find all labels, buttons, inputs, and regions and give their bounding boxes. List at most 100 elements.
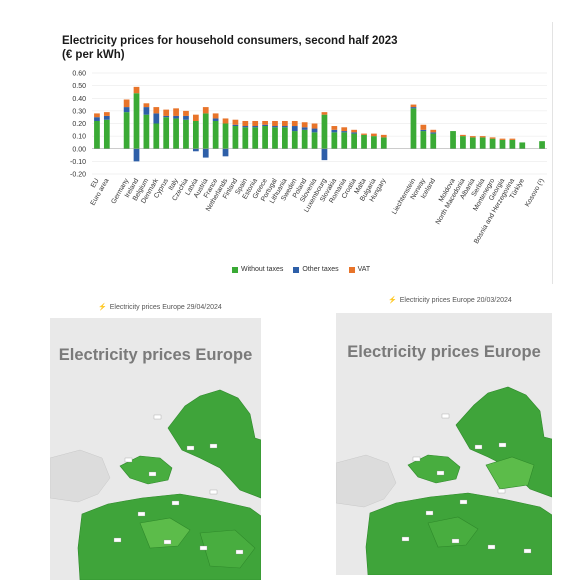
bar-segment-vat — [371, 133, 377, 137]
bar-segment-other-taxes — [202, 148, 209, 158]
bar-segment-vat — [509, 138, 516, 140]
bar-segment-without-taxes — [509, 139, 516, 149]
legend-swatch-icon — [232, 266, 238, 273]
bar-segment-without-taxes — [311, 132, 318, 149]
bar-segment-vat — [212, 113, 219, 119]
bar-segment-without-taxes — [232, 126, 239, 149]
bar-segment-other-taxes — [311, 128, 318, 133]
bar-segment-without-taxes — [351, 133, 357, 149]
chart-legend: Without taxes Other taxes VAT — [232, 266, 370, 273]
bar-segment-other-taxes — [410, 107, 417, 109]
bar-segment-without-taxes — [410, 108, 417, 149]
bar-segment-without-taxes — [321, 114, 328, 149]
bar-segment-other-taxes — [252, 126, 259, 128]
bar-segment-vat — [460, 134, 466, 137]
map-heading: Electricity prices Europe — [347, 343, 541, 361]
legend-item-vat: VAT — [348, 266, 371, 273]
bar-segment-without-taxes — [163, 117, 170, 149]
legend-label: VAT — [357, 266, 371, 273]
y-tick-label: 0.40 — [72, 96, 86, 103]
bar-segment-without-taxes — [420, 131, 427, 149]
bar-segment-without-taxes — [450, 131, 456, 149]
bar-chart: 0.60 0.50 0.40 0.30 0.20 0.10 0.00 -0.10 -0.20 EU… — [70, 71, 547, 245]
bar-segment-vat — [103, 112, 110, 116]
bar-segment-vat — [94, 113, 100, 118]
bar-segment-other-taxes — [232, 124, 239, 127]
bar-segment-other-taxes — [242, 126, 249, 128]
bar-segment-without-taxes — [103, 119, 110, 149]
bar-segment-without-taxes — [192, 120, 199, 149]
x-tick-label: EU — [90, 177, 101, 189]
bar-segment-without-taxes — [222, 123, 229, 149]
legend-swatch-icon — [348, 266, 355, 273]
bar-segment-vat — [163, 109, 170, 116]
chart-title-line: Electricity prices for household consume… — [62, 35, 398, 47]
bar-segment-vat — [311, 123, 318, 129]
bar-segment-without-taxes — [153, 123, 160, 149]
bar-segment-without-taxes — [202, 113, 209, 149]
bar-segment-other-taxes — [163, 115, 170, 118]
bar-segment-vat — [133, 86, 140, 94]
bar-segment-other-taxes — [222, 148, 229, 157]
bar-segment-other-taxes — [351, 132, 357, 134]
bar-segment-other-taxes — [282, 126, 288, 128]
bar-segment-vat — [153, 107, 160, 114]
map-card-2: Electricity prices Europe — [336, 313, 552, 575]
bar-segment-other-taxes — [321, 148, 328, 161]
bar-segment-vat — [242, 120, 249, 127]
lightning-icon: ⚡ — [98, 304, 107, 311]
bar-segment-without-taxes — [489, 138, 496, 149]
bar-segment-vat — [143, 103, 150, 108]
europe-map — [50, 389, 261, 580]
bar-segment-vat — [469, 136, 476, 138]
bar-segment-other-taxes — [341, 131, 348, 133]
bar-segment-without-taxes — [499, 139, 506, 149]
bar-segment-vat — [232, 119, 239, 125]
bar-segment-vat — [479, 136, 486, 138]
bar-segment-other-taxes — [133, 148, 140, 162]
bar-segment-other-taxes — [123, 107, 130, 113]
bar-segment-without-taxes — [94, 120, 100, 149]
bar-segment-without-taxes — [361, 134, 367, 149]
bar-segment-vat — [192, 114, 199, 121]
bar-segment-other-taxes — [430, 132, 437, 134]
legend-label: Other taxes — [302, 266, 339, 273]
bar-segment-other-taxes — [212, 118, 219, 121]
legend-item-other-taxes: Other taxes — [293, 266, 339, 273]
bar-segment-without-taxes — [380, 137, 387, 149]
bar-segment-vat — [123, 99, 130, 108]
bar-segment-vat — [341, 127, 348, 132]
lightning-icon: ⚡ — [388, 297, 397, 304]
x-tick-label: Kosovo (¹) — [524, 178, 546, 209]
bar-segment-without-taxes — [143, 114, 150, 149]
bar-segment-without-taxes — [460, 136, 466, 149]
y-tick-label: 0.10 — [72, 134, 86, 141]
bar-segment-without-taxes — [282, 127, 288, 149]
bar-segment-vat — [361, 133, 367, 135]
bar-segment-without-taxes — [430, 133, 437, 149]
bar-segment-vat — [173, 108, 179, 116]
y-tick-label: 0.20 — [72, 121, 86, 128]
map-land-gray — [50, 449, 111, 503]
legend-swatch-icon — [293, 266, 300, 273]
y-tick-label: 0.00 — [72, 146, 86, 153]
legend-item-without-taxes: Without taxes — [232, 266, 283, 273]
bar-segment-without-taxes — [341, 132, 348, 149]
map-caption-text: Electricity prices Europe 29/04/2024 — [109, 304, 222, 311]
bar-segment-other-taxes — [420, 129, 427, 132]
bar-segment-other-taxes — [183, 115, 189, 120]
y-tick-label: -0.20 — [70, 172, 86, 179]
map-caption-text: Electricity prices Europe 20/03/2024 — [399, 297, 512, 304]
bar-segment-vat — [410, 104, 417, 108]
bar-segment-other-taxes — [94, 117, 100, 121]
bar-segment-without-taxes — [212, 120, 219, 149]
bar-segment-vat — [499, 138, 506, 140]
map-flag-markers — [113, 414, 244, 555]
bar-segment-vat — [282, 120, 288, 127]
bar-segment-without-taxes — [519, 142, 526, 149]
bar-segment-vat — [489, 137, 496, 139]
map-caption-2: ⚡ Electricity prices Europe 20/03/2024 — [388, 296, 512, 304]
legend-label: Without taxes — [241, 266, 284, 273]
bar-segment-without-taxes — [371, 136, 377, 149]
y-tick-label: 0.60 — [72, 71, 86, 78]
